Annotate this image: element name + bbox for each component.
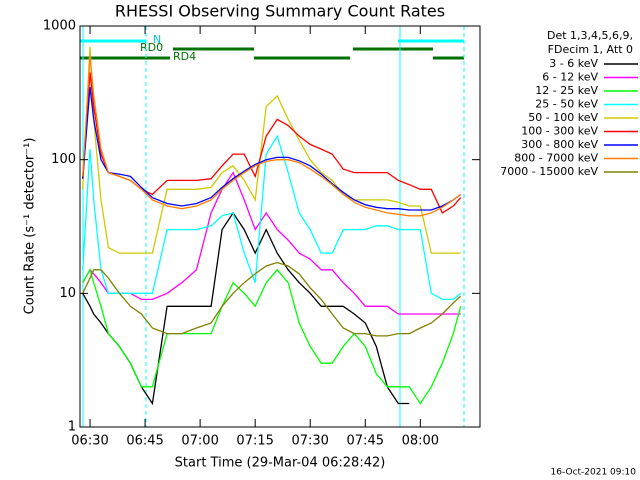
annotation: RD0 [140,41,163,54]
legend-label: 12 - 25 keV [535,84,598,97]
x-axis-label: Start Time (29-Mar-04 06:28:42) [175,456,386,471]
chart-title: RHESSI Observing Summary Count Rates [115,2,445,21]
annotation: N [153,33,161,46]
series-line [82,86,462,211]
x-tick-label: 06:30 [71,434,108,449]
x-tick-label: 07:45 [347,434,384,449]
y-tick-label: 1 [68,420,76,435]
x-tick-label: 08:00 [402,434,439,449]
y-tick-label: 1000 [43,19,76,34]
y-tick-label: 100 [51,152,76,167]
legend-header: FDecim 1, Att 0 [548,43,633,56]
x-tick-label: 07:00 [181,434,218,449]
state-bars [80,39,464,60]
legend-label: 50 - 100 keV [528,111,598,124]
legend-label: 6 - 12 keV [542,71,598,84]
series-line [82,268,462,405]
series-line [82,46,461,254]
event-lines [82,26,465,427]
plot-frame [79,25,481,428]
y-tick-label: 10 [59,286,76,301]
annotation: RD4 [173,50,196,63]
legend-label: 300 - 800 keV [521,138,598,151]
legend-label: 7000 - 15000 keV [500,165,598,178]
legend-label: 800 - 7000 keV [514,152,598,165]
legend-header: Det 1,3,4,5,6,9, [547,29,633,42]
x-tick-label: 07:15 [236,434,273,449]
series-line [82,261,462,337]
legend-label: 3 - 6 keV [549,57,598,70]
legend-label: 100 - 300 keV [521,125,598,138]
series-line [82,134,462,301]
x-tick-label: 07:30 [291,434,328,449]
legend-label: 25 - 50 keV [535,98,598,111]
y-axis-label: Count Rate (s⁻¹ detector⁻¹) [23,138,38,315]
x-tick-label: 06:45 [126,434,163,449]
series-line [82,55,462,217]
footer-date: 16-Oct-2021 09:10 [551,468,637,478]
